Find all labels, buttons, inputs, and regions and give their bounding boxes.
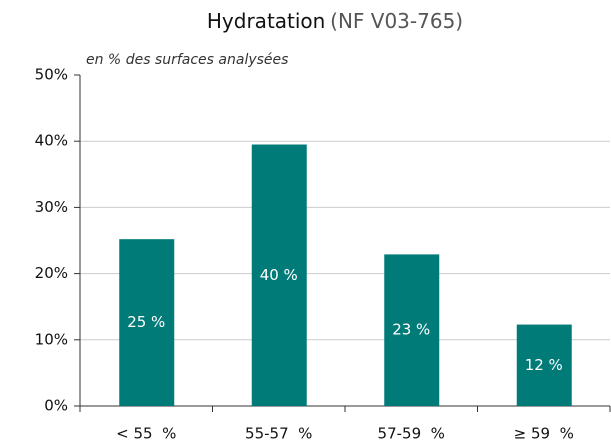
bar [119, 239, 175, 406]
y-tick-label: 10% [35, 330, 68, 348]
y-tick-label: 30% [35, 198, 68, 216]
y-tick-label: 40% [35, 132, 68, 150]
value-label: 40 % [260, 266, 298, 284]
y-tick-label: 20% [35, 264, 68, 282]
value-label: 23 % [392, 321, 430, 339]
chart-title-group: Hydratation (NF V03-765) [207, 9, 463, 33]
x-tick-label: < 55 % [116, 425, 176, 443]
value-label: 25 % [127, 313, 165, 331]
x-tick-label: ≥ 59 % [514, 425, 574, 443]
bar [516, 324, 572, 406]
chart-title: Hydratation [207, 9, 325, 33]
y-tick-label: 50% [35, 66, 68, 84]
x-tick-label: 55-57 % [245, 425, 312, 443]
value-label: 12 % [525, 356, 563, 374]
y-tick-label: 0% [44, 397, 68, 415]
bar [384, 254, 440, 406]
bar [251, 144, 307, 406]
chart-title-note: (NF V03-765) [330, 9, 463, 33]
x-tick-label: 57-59 % [378, 425, 445, 443]
chart-subtitle: en % des surfaces analysées [86, 52, 288, 68]
